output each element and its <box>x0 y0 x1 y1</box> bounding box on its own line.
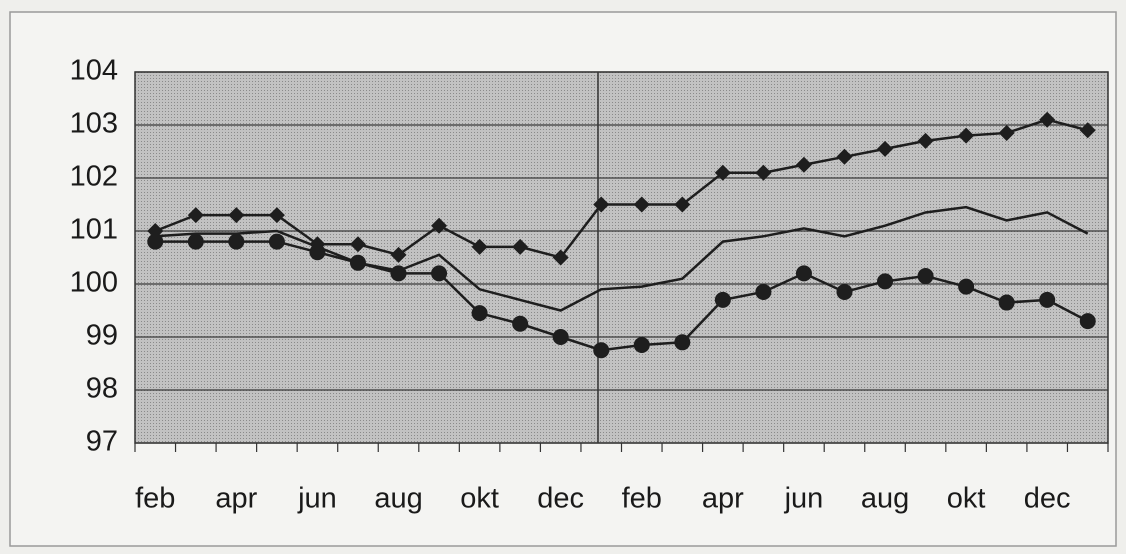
x-tick-label: okt <box>947 483 986 515</box>
x-tick-label: dec <box>1024 483 1071 515</box>
x-tick-label: apr <box>215 483 257 515</box>
circle-marker <box>228 233 245 250</box>
x-tick-label: jun <box>297 483 337 515</box>
circle-marker <box>349 254 366 271</box>
diamond-marker <box>1079 122 1096 139</box>
series-line <box>155 205 1089 312</box>
diamond-marker <box>268 207 285 224</box>
x-tick-label: aug <box>374 483 422 515</box>
circle-marker <box>268 233 285 250</box>
y-tick-label: 102 <box>70 161 118 193</box>
y-tick-label: 103 <box>70 108 118 140</box>
diamond-marker <box>512 238 529 255</box>
diamond-marker <box>390 246 407 263</box>
x-tick-label: dec <box>537 483 584 515</box>
y-tick-label: 101 <box>70 214 118 246</box>
diamond-marker <box>633 196 650 213</box>
diamond-marker <box>877 140 894 157</box>
circle-marker <box>309 244 326 261</box>
diamond-marker <box>471 238 488 255</box>
circle-marker <box>755 283 772 300</box>
diamond-marker <box>836 148 853 165</box>
diamond-marker <box>228 207 245 224</box>
circle-marker <box>877 273 894 290</box>
diamond-marker <box>917 132 934 149</box>
circle-marker <box>714 291 731 308</box>
circle-marker <box>552 329 569 345</box>
circle-marker <box>836 283 853 300</box>
x-tick-label: apr <box>702 483 744 515</box>
circle-marker <box>795 265 812 282</box>
circle-marker <box>593 342 610 359</box>
x-tick-label: okt <box>460 483 499 515</box>
x-tick-label: jun <box>784 483 824 515</box>
diamond-marker <box>187 207 204 224</box>
diamond-marker <box>958 127 975 144</box>
circle-marker <box>917 268 934 285</box>
x-tick-label: feb <box>622 483 662 515</box>
diamond-marker <box>552 249 569 266</box>
circle-marker <box>390 265 407 282</box>
y-tick-label: 98 <box>86 373 118 405</box>
diamond-marker <box>998 124 1015 141</box>
diamond-marker <box>1039 111 1056 128</box>
circle-marker <box>147 233 164 250</box>
circle-marker <box>998 294 1015 311</box>
circle-marker <box>674 334 691 351</box>
diamond-marker <box>795 156 812 173</box>
y-tick-label: 99 <box>86 320 118 352</box>
circle-marker <box>958 278 975 295</box>
circle-marker <box>512 315 529 332</box>
diamond-marker <box>349 236 366 253</box>
x-tick-label: aug <box>861 483 909 515</box>
circle-marker <box>471 305 488 322</box>
circle-marker <box>187 233 204 250</box>
diamond-marker <box>593 196 610 213</box>
diamond-marker <box>755 164 772 181</box>
diamond-marker <box>431 217 448 234</box>
plot-area <box>134 71 1109 444</box>
circle-marker <box>633 336 650 353</box>
x-tick-label: feb <box>135 483 175 515</box>
y-tick-label: 100 <box>70 267 118 299</box>
y-tick-label: 104 <box>70 55 118 87</box>
diamond-marker <box>714 164 731 181</box>
circle-marker <box>1079 313 1096 330</box>
circle-marker <box>431 265 448 282</box>
y-tick-label: 97 <box>86 426 118 458</box>
diamond-marker <box>674 196 691 213</box>
circle-marker <box>1039 291 1056 308</box>
